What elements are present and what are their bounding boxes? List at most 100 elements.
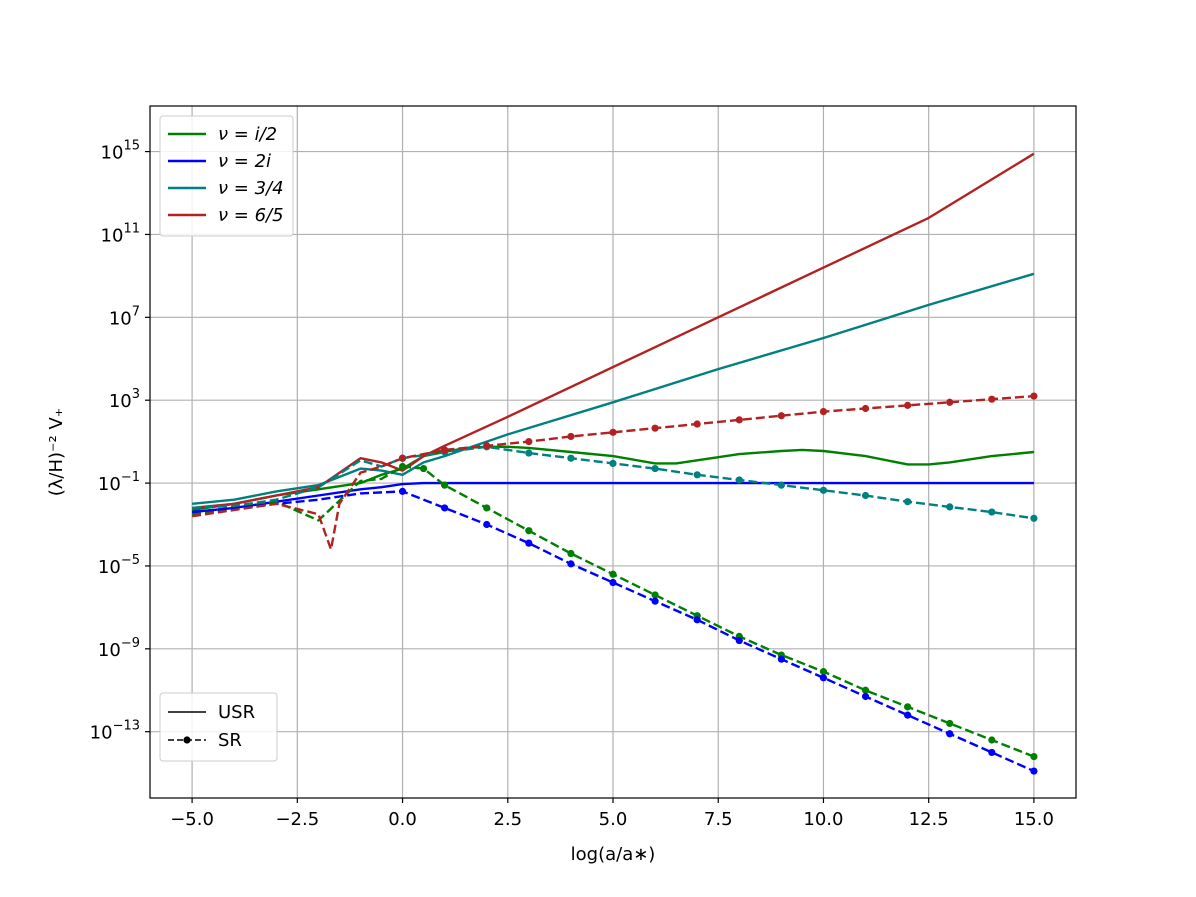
y-tick-base: 10 <box>90 723 113 744</box>
series-point <box>483 442 491 450</box>
series-line <box>191 394 1034 551</box>
series-point <box>819 674 828 682</box>
y-tick-exponent: 7 <box>132 304 140 319</box>
series-point <box>861 692 870 701</box>
y-tick-label: 103 <box>109 387 140 412</box>
series-point <box>609 570 617 578</box>
series-point <box>398 454 407 462</box>
y-tick-exponent: −1 <box>121 470 140 485</box>
x-tick-label: 15.0 <box>1014 809 1054 830</box>
x-tick-label: 0.0 <box>388 809 417 830</box>
series-point <box>693 471 701 479</box>
style-legend-label: USR <box>218 702 255 723</box>
series-point <box>441 446 449 454</box>
y-tick-exponent: −9 <box>121 636 140 651</box>
series-point <box>861 491 870 500</box>
y-tick-base: 10 <box>98 557 121 578</box>
series-point <box>651 424 659 432</box>
y-tick-label: 1015 <box>101 139 140 164</box>
series-point <box>441 481 449 489</box>
series-point <box>904 401 912 409</box>
x-tick-label: 10.0 <box>803 809 843 830</box>
series-point <box>861 686 870 694</box>
style-legend: USR SR <box>159 692 278 762</box>
series-point <box>651 597 659 605</box>
y-tick-exponent: −13 <box>113 719 140 734</box>
x-tick-label: 7.5 <box>704 809 733 830</box>
series-point <box>419 464 428 473</box>
style-legend-label: SR <box>218 730 242 751</box>
series-point <box>946 503 954 511</box>
y-tick-base: 10 <box>101 225 124 246</box>
series-point <box>988 508 996 516</box>
series-point <box>946 719 954 728</box>
series-point <box>441 504 449 512</box>
series-point <box>946 398 954 406</box>
series-layer <box>191 152 1038 775</box>
y-tick-label: 107 <box>109 304 140 329</box>
style-legend-box <box>159 692 278 762</box>
style-legend-marker <box>183 736 191 744</box>
x-axis: −5.0 −2.5 0.0 2.5 5.0 7.5 10.0 12.5 15.0 <box>170 798 1054 830</box>
y-tick-exponent: 3 <box>132 387 140 402</box>
series-point <box>609 578 617 587</box>
series-point <box>693 420 701 428</box>
x-tick-label: −2.5 <box>275 809 319 830</box>
y-tick-label: 10−1 <box>98 470 140 495</box>
y-tick-label: 10−5 <box>98 553 140 578</box>
series-point <box>946 730 954 738</box>
legend-box <box>159 115 294 237</box>
series-point <box>819 486 828 494</box>
series-point <box>904 711 912 719</box>
y-axis-label: (λ/H)⁻² V₊ <box>46 408 67 497</box>
series-point <box>988 395 996 403</box>
series-point <box>777 412 785 420</box>
series-point <box>651 464 659 473</box>
series-point <box>525 539 533 547</box>
series-point <box>567 549 575 558</box>
series-point <box>398 487 407 495</box>
y-tick-base: 10 <box>109 391 132 412</box>
x-tick-label: 5.0 <box>599 809 628 830</box>
series-point <box>777 481 785 489</box>
legend-label: ν = 2i <box>218 151 271 172</box>
series-point <box>525 449 533 457</box>
x-tick-label: 12.5 <box>909 809 949 830</box>
series-point <box>483 520 491 529</box>
series-line <box>191 152 1035 510</box>
y-tick-exponent: 15 <box>123 139 140 154</box>
y-tick-base: 10 <box>98 640 121 661</box>
series-point <box>1030 392 1038 400</box>
x-tick-label: −5.0 <box>170 809 214 830</box>
series-point <box>988 748 996 757</box>
series-line <box>191 490 1035 773</box>
series-point <box>735 416 743 424</box>
series-point <box>609 459 617 467</box>
series-point <box>777 655 785 663</box>
series-point <box>819 668 828 676</box>
y-tick-base: 10 <box>101 143 124 164</box>
series-point <box>483 504 491 512</box>
series-point <box>1030 752 1038 761</box>
series-point <box>398 462 407 471</box>
series-point <box>735 636 743 645</box>
series-point <box>735 476 743 484</box>
series-point <box>861 404 870 413</box>
series-point <box>904 703 912 711</box>
y-tick-base: 10 <box>109 308 132 329</box>
series-point <box>567 560 575 568</box>
series-point <box>1030 514 1038 522</box>
series-line <box>191 272 1035 505</box>
series-point <box>525 527 533 535</box>
y-tick-label: 10−13 <box>90 719 140 744</box>
series-point <box>525 438 533 446</box>
series-point <box>819 407 828 416</box>
series-point <box>1030 767 1038 775</box>
color-legend: ν = i/2 ν = 2i ν = 3/4 ν = 6/5 <box>159 115 294 237</box>
series-point <box>567 432 575 441</box>
x-tick-label: 2.5 <box>493 809 522 830</box>
series-point <box>988 736 996 744</box>
legend-label: ν = 6/5 <box>218 205 284 226</box>
